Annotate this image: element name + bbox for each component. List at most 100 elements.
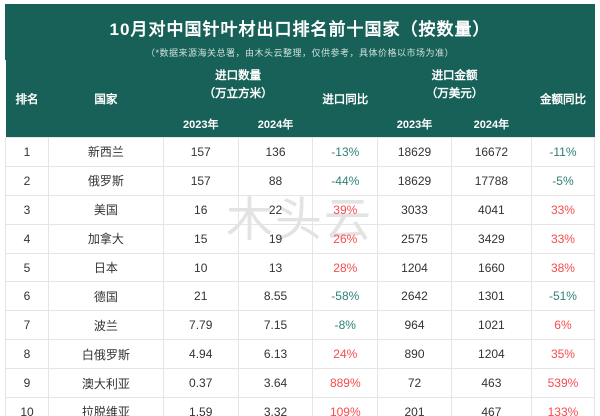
- rank-cell: 10: [5, 397, 49, 416]
- qty-2024-cell: 136: [237, 137, 314, 167]
- rank-cell: 9: [5, 368, 49, 399]
- table-row: 7 波兰 7.79 7.15 -8% 964 1021 6%: [5, 310, 596, 341]
- qty-2023-cell: 7.79: [162, 310, 239, 341]
- rank-cell: 3: [5, 194, 49, 225]
- page-title: 10月对中国针叶材出口排名前十国家（按数量）: [109, 20, 491, 39]
- col-header-qty-2023: 2023年: [163, 110, 239, 138]
- col-header-qty-yoy: 进口同比: [312, 60, 378, 138]
- qty-yoy-cell: -44%: [312, 165, 379, 196]
- table-row: 9 澳大利亚 0.37 3.64 889% 72 463 539%: [5, 368, 596, 399]
- table-row: 2 俄罗斯 157 88 -44% 18629 17788 -5%: [5, 165, 596, 196]
- qty-yoy-cell: 39%: [312, 194, 379, 225]
- amt-2023-cell: 2642: [377, 281, 452, 312]
- amt-2023-cell: 890: [377, 339, 452, 370]
- col-header-rank: 排名: [5, 60, 49, 138]
- amt-2024-cell: 1660: [450, 252, 532, 283]
- amt-2024-cell: 4041: [450, 194, 532, 225]
- rank-cell: 6: [5, 281, 49, 312]
- amt-2024-cell: 1301: [450, 281, 532, 312]
- table-row: 1 新西兰 157 136 -13% 18629 16672 -11%: [5, 137, 596, 167]
- amt-2024-cell: 1204: [450, 339, 532, 370]
- qty-2024-cell: 3.32: [237, 397, 314, 416]
- rank-cell: 2: [5, 165, 49, 196]
- qty-2024-cell: 13: [237, 252, 314, 283]
- qty-2023-cell: 0.37: [162, 368, 239, 399]
- amt-2023-cell: 18629: [377, 137, 452, 167]
- table-row: 8 白俄罗斯 4.94 6.13 24% 890 1204 35%: [5, 339, 596, 370]
- amt-yoy-cell: 6%: [530, 310, 596, 341]
- qty-2023-cell: 21: [162, 281, 239, 312]
- amt-yoy-cell: 35%: [530, 339, 596, 370]
- table-row: 6 德国 21 8.55 -58% 2642 1301 -51%: [5, 281, 596, 312]
- qty-2023-cell: 15: [162, 223, 239, 254]
- rank-cell: 1: [5, 137, 49, 167]
- qty-2024-cell: 6.13: [237, 339, 314, 370]
- amt-yoy-cell: 38%: [530, 252, 596, 283]
- qty-2023-cell: 10: [162, 252, 239, 283]
- amt-yoy-cell: -11%: [530, 137, 596, 167]
- table-row: 10 拉脱维亚 1.59 3.32 109% 201 467 133%: [5, 397, 596, 416]
- amt-yoy-cell: 33%: [530, 194, 596, 225]
- qty-yoy-cell: -58%: [312, 281, 379, 312]
- rank-cell: 8: [5, 339, 49, 370]
- amt-group-line1: 进口金额: [431, 69, 478, 82]
- amt-2023-cell: 18629: [377, 165, 452, 196]
- country-cell: 美国: [47, 194, 164, 225]
- amt-2023-cell: 201: [377, 397, 452, 416]
- col-header-amt-yoy: 金额同比: [531, 60, 595, 138]
- col-header-amt-2023: 2023年: [377, 110, 452, 138]
- rank-cell: 5: [5, 252, 49, 283]
- qty-group-line1: 进口数量: [215, 69, 262, 82]
- country-cell: 新西兰: [47, 137, 164, 167]
- qty-2023-cell: 1.59: [162, 397, 239, 416]
- qty-2023-cell: 16: [162, 194, 239, 225]
- country-cell: 白俄罗斯: [47, 339, 164, 370]
- amt-2023-cell: 964: [377, 310, 452, 341]
- country-cell: 日本: [47, 252, 164, 283]
- table-header: 排名 国家 进口数量 （万立方米） 进口同比 进口金额 （万美元） 金额同比 2…: [5, 60, 595, 138]
- qty-2023-cell: 157: [162, 137, 239, 167]
- qty-yoy-cell: 28%: [312, 252, 379, 283]
- page-subtitle: （*数据来源海关总署，由木头云整理，仅供参考，具体价格以市场为准）: [145, 48, 454, 58]
- table-row: 3 美国 16 22 39% 3033 4041 33%: [5, 194, 596, 225]
- amt-2024-cell: 467: [450, 397, 532, 416]
- qty-yoy-cell: 26%: [312, 223, 379, 254]
- amt-group-line2: （万美元）: [425, 88, 484, 100]
- country-cell: 俄罗斯: [47, 165, 164, 196]
- country-cell: 德国: [47, 281, 164, 312]
- country-cell: 澳大利亚: [47, 368, 164, 399]
- qty-yoy-cell: 24%: [312, 339, 379, 370]
- qty-2024-cell: 3.64: [237, 368, 314, 399]
- amt-yoy-cell: -5%: [530, 165, 596, 196]
- country-cell: 波兰: [47, 310, 164, 341]
- qty-2024-cell: 22: [237, 194, 314, 225]
- amt-2023-cell: 2575: [377, 223, 452, 254]
- col-header-amt-group: 进口金额 （万美元）: [377, 60, 532, 110]
- amt-2024-cell: 463: [450, 368, 532, 399]
- amt-2024-cell: 3429: [450, 223, 532, 254]
- qty-yoy-cell: -13%: [312, 137, 379, 167]
- qty-2024-cell: 8.55: [237, 281, 314, 312]
- qty-yoy-cell: 109%: [312, 397, 379, 416]
- amt-2024-cell: 17788: [450, 165, 532, 196]
- rank-cell: 4: [5, 223, 49, 254]
- qty-2023-cell: 4.94: [162, 339, 239, 370]
- col-header-qty-group: 进口数量 （万立方米）: [163, 60, 313, 110]
- table-row: 4 加拿大 15 19 26% 2575 3429 33%: [5, 223, 596, 254]
- rank-cell: 7: [5, 310, 49, 341]
- amt-yoy-cell: -51%: [530, 281, 596, 312]
- ranking-table: 排名 国家 进口数量 （万立方米） 进口同比 进口金额 （万美元） 金额同比 2…: [5, 60, 596, 416]
- qty-yoy-cell: 889%: [312, 368, 379, 399]
- col-header-qty-2024: 2024年: [238, 110, 313, 138]
- amt-yoy-cell: 539%: [530, 368, 596, 399]
- amt-2023-cell: 1204: [377, 252, 452, 283]
- report-header: 10月对中国针叶材出口排名前十国家（按数量） （*数据来源海关总署，由木头云整理…: [5, 4, 595, 60]
- col-header-amt-2024: 2024年: [451, 110, 532, 138]
- table-row: 5 日本 10 13 28% 1204 1660 38%: [5, 252, 596, 283]
- qty-2023-cell: 157: [162, 165, 239, 196]
- qty-group-line2: （万立方米）: [203, 88, 273, 100]
- amt-2024-cell: 16672: [450, 137, 532, 167]
- qty-2024-cell: 88: [237, 165, 314, 196]
- amt-yoy-cell: 33%: [530, 223, 596, 254]
- amt-2023-cell: 3033: [377, 194, 452, 225]
